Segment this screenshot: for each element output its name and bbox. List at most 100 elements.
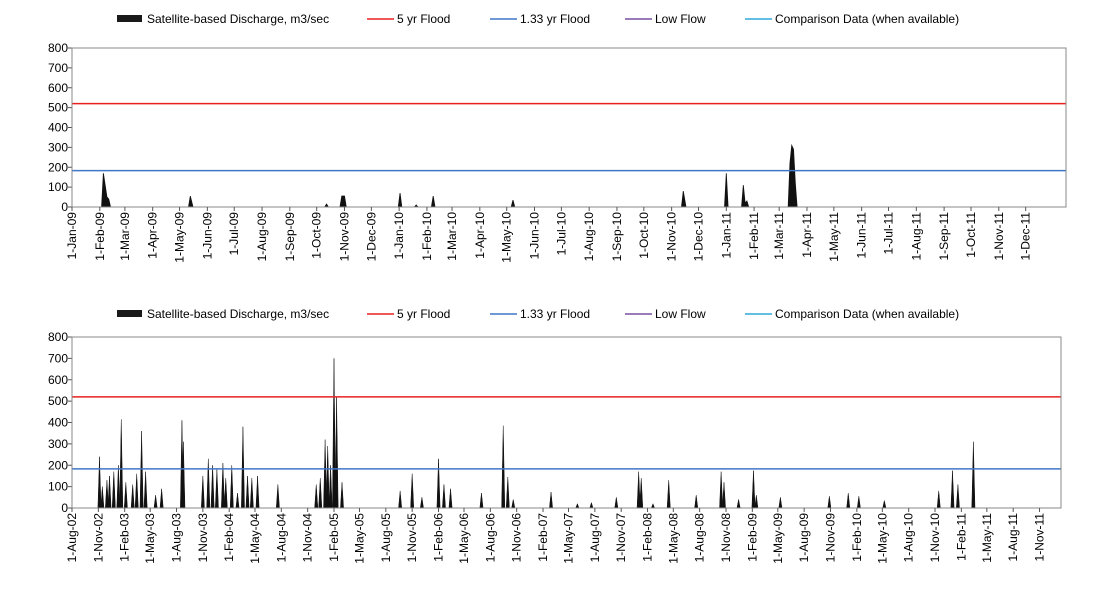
legend-item: Low Flow — [625, 307, 706, 321]
discharge-spike — [123, 482, 128, 509]
legend-label: Satellite-based Discharge, m3/sec — [147, 307, 329, 321]
discharge-spike — [276, 484, 280, 509]
x-tick-label: 1-May-09 — [771, 513, 785, 564]
legend-item: Comparison Data (when available) — [745, 12, 959, 26]
x-tick-label: 1-Jan-09 — [65, 212, 79, 260]
y-tick-label: 500 — [48, 101, 68, 115]
legend-label: Low Flow — [655, 12, 706, 26]
discharge-spike — [221, 463, 225, 509]
discharge-spike — [235, 493, 240, 509]
discharge-spike — [754, 495, 759, 509]
discharge-spike — [501, 425, 506, 509]
discharge-spike — [549, 491, 553, 509]
y-tick-label: 0 — [61, 501, 68, 515]
discharge-spike — [651, 503, 655, 509]
y-tick-label: 700 — [48, 351, 68, 365]
x-tick-label: 1-Nov-04 — [301, 513, 315, 563]
x-tick-label: 1-Aug-10 — [902, 513, 916, 563]
discharge-spike — [722, 482, 726, 509]
discharge-spike — [719, 471, 723, 509]
x-tick-label: 1-Aug-02 — [65, 513, 79, 563]
y-tick-label: 600 — [48, 373, 68, 387]
discharge-spike — [130, 484, 135, 509]
x-tick-label: 1-May-10 — [500, 212, 514, 263]
discharge-spike — [505, 476, 510, 509]
discharge-spike — [479, 493, 484, 509]
discharge-spike — [436, 458, 441, 509]
x-tick-label: 1-Jun-10 — [527, 212, 541, 260]
x-tick-label: 1-Feb-04 — [222, 513, 236, 562]
discharge-spike — [614, 497, 619, 509]
x-tick-label: 1-Jan-10 — [392, 212, 406, 260]
discharge-spike — [143, 471, 148, 509]
discharge-spike — [971, 441, 976, 509]
x-tick-label: 1-Dec-11 — [1019, 212, 1033, 261]
y-tick-label: 100 — [48, 480, 68, 494]
x-tick-label: 1-Aug-03 — [170, 513, 184, 563]
x-tick-label: 1-Nov-02 — [91, 513, 105, 563]
discharge-spike — [116, 465, 121, 509]
x-tick-label: 1-May-10 — [875, 513, 889, 564]
x-tick-label: 1-Aug-09 — [255, 212, 269, 262]
x-tick-label: 1-Nov-07 — [614, 513, 628, 563]
legend-item: Comparison Data (when available) — [745, 307, 959, 321]
discharge-spike — [448, 488, 453, 509]
legend-label: Comparison Data (when available) — [775, 307, 959, 321]
discharge-spike — [882, 500, 887, 509]
x-tick-label: 1-Apr-10 — [473, 212, 487, 259]
x-tick-label: 1-Nov-05 — [405, 513, 419, 563]
discharge-spike — [245, 475, 250, 509]
x-axis: 1-Jan-09 1-Feb-09 1-Mar-09 1-Apr-09 1-May-09… — [65, 207, 1033, 263]
legend-label: 1.33 yr Flood — [520, 12, 590, 26]
discharge-spike — [956, 484, 960, 509]
y-tick-label: 500 — [48, 394, 68, 408]
discharge-spike — [111, 471, 116, 509]
x-tick-label: 1-Jun-11 — [855, 212, 869, 259]
discharge-spike — [318, 478, 323, 509]
y-tick-label: 300 — [48, 437, 68, 451]
discharge-spike — [950, 470, 955, 509]
x-tick-label: 1-Aug-11 — [909, 212, 923, 261]
x-tick-label: 1-Nov-03 — [196, 513, 210, 563]
discharge-spike — [159, 488, 164, 509]
y-tick-label: 400 — [48, 416, 68, 430]
discharge-spike — [856, 496, 861, 509]
legend-label: Comparison Data (when available) — [775, 12, 959, 26]
x-tick-label: 1-May-11 — [827, 212, 841, 262]
x-tick-label: 1-Nov-08 — [719, 513, 733, 563]
x-tick-label: 1-Dec-09 — [364, 212, 378, 262]
x-tick-label: 1-May-04 — [248, 513, 262, 564]
y-tick-label: 200 — [48, 458, 68, 472]
discharge-spike — [241, 426, 245, 509]
x-tick-label: 1-Feb-03 — [118, 513, 132, 562]
x-tick-label: 1-Aug-09 — [797, 513, 811, 563]
x-tick-label: 1-Sep-09 — [283, 212, 297, 262]
y-tick-label: 300 — [48, 140, 68, 154]
discharge-spike — [134, 473, 139, 509]
y-tick-label: 800 — [48, 330, 68, 344]
x-tick-label: 1-Jul-11 — [882, 212, 896, 255]
x-tick-label: 1-Nov-10 — [928, 513, 942, 563]
legend-item: Satellite-based Discharge, m3/sec — [117, 12, 329, 26]
discharge-spike — [100, 486, 105, 509]
y-tick-label: 200 — [48, 160, 68, 174]
discharge-spike — [420, 497, 424, 509]
discharge-spike — [778, 497, 783, 509]
x-tick-label: 1-Feb-09 — [745, 513, 759, 562]
discharge-spike — [846, 493, 851, 509]
x-tick-label: 1-Feb-11 — [954, 513, 968, 561]
discharge-spike — [398, 490, 403, 509]
plot-area — [71, 47, 1067, 208]
x-tick-label: 1-Nov-06 — [510, 513, 524, 563]
x-tick-label: 1-May-08 — [666, 513, 680, 564]
discharge-spike — [325, 446, 330, 509]
x-tick-label: 1-May-11 — [980, 513, 994, 563]
discharge-spike — [936, 490, 941, 509]
x-tick-label: 1-Dec-10 — [692, 212, 706, 262]
legend-item: 1.33 yr Flood — [490, 12, 590, 26]
x-tick-label: 1-Mar-09 — [118, 212, 132, 261]
x-tick-label: 1-Oct-11 — [964, 212, 978, 258]
discharge-spike — [314, 484, 319, 509]
discharge-spike — [694, 495, 699, 509]
